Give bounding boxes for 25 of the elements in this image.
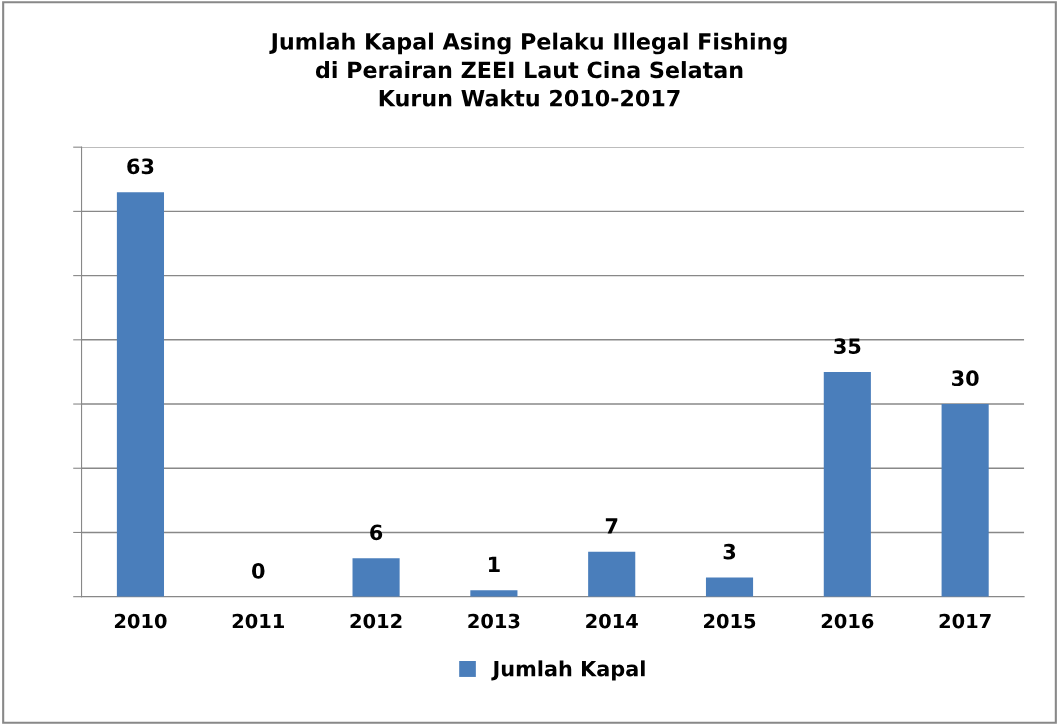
data-label: 7 bbox=[605, 518, 618, 534]
bar bbox=[116, 192, 165, 597]
data-label: 30 bbox=[952, 370, 979, 387]
bar bbox=[352, 558, 400, 597]
x-tick-label: 2013 bbox=[468, 613, 520, 629]
x-tick-label: 2015 bbox=[704, 613, 756, 629]
chart-title: Jumlah Kapal Asing Pelaku Illegal Fishing di Perairan ZEEI Laut Cina Selatan Kurun Waktu 2010-2017 bbox=[269, 32, 787, 107]
bar bbox=[705, 577, 754, 597]
legend-label: Jumlah Kapal bbox=[491, 660, 645, 681]
x-tick-label: 2014 bbox=[586, 613, 638, 629]
x-tick-label: 2010 bbox=[114, 613, 167, 629]
data-label: 6 bbox=[370, 524, 383, 541]
x-tick-label: 2016 bbox=[821, 613, 874, 629]
data-label: 3 bbox=[723, 543, 736, 560]
bar bbox=[588, 551, 636, 597]
data-label: 0 bbox=[252, 562, 265, 579]
data-label: 35 bbox=[834, 338, 861, 354]
x-tick-label: 2017 bbox=[939, 613, 991, 629]
data-label: 1 bbox=[488, 556, 500, 573]
x-tick-label: 2011 bbox=[232, 613, 284, 629]
bar bbox=[823, 371, 871, 597]
bar bbox=[470, 590, 518, 597]
data-label: 63 bbox=[127, 158, 154, 175]
bar bbox=[941, 404, 989, 597]
x-tick-label: 2012 bbox=[350, 613, 402, 629]
